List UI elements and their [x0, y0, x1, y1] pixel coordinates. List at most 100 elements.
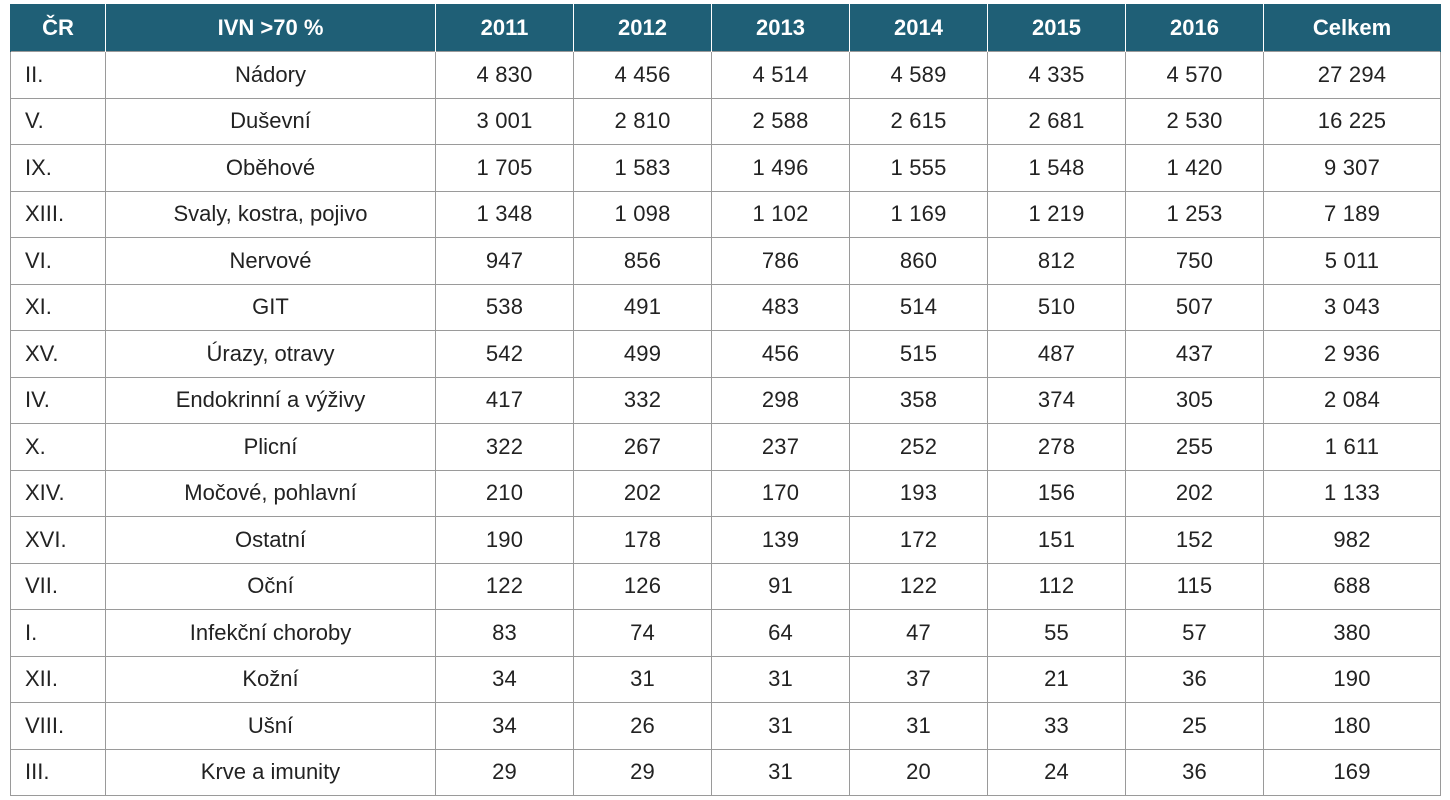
cell-2013: 786	[711, 237, 850, 285]
cell-diagnosis: Duševní	[105, 97, 436, 145]
cell-2013: 298	[711, 376, 850, 424]
cell-2015: 2 681	[987, 97, 1126, 145]
table-row: XIII. Svaly, kostra, pojivo 1 348 1 098 1 10…	[10, 190, 1441, 238]
cell-category: II.	[10, 51, 106, 99]
cell-category: I.	[10, 609, 106, 657]
cell-total: 1 611	[1263, 423, 1441, 471]
cell-2016: 115	[1125, 562, 1264, 610]
cell-2012: 1 098	[573, 190, 712, 238]
cell-2011: 417	[435, 376, 574, 424]
cell-2012: 126	[573, 562, 712, 610]
cell-2014: 515	[849, 330, 988, 378]
table-row: IV. Endokrinní a výživy 417 332 298 358 374 305…	[10, 376, 1441, 424]
cell-2015: 1 219	[987, 190, 1126, 238]
cell-diagnosis: Oční	[105, 562, 436, 610]
cell-total: 169	[1263, 748, 1441, 796]
cell-2014: 252	[849, 423, 988, 471]
cell-category: IX.	[10, 144, 106, 192]
cell-category: VI.	[10, 237, 106, 285]
cell-2014: 122	[849, 562, 988, 610]
cell-2013: 91	[711, 562, 850, 610]
cell-2012: 4 456	[573, 51, 712, 99]
cell-2014: 860	[849, 237, 988, 285]
cell-2014: 1 169	[849, 190, 988, 238]
cell-2012: 26	[573, 702, 712, 750]
cell-2011: 3 001	[435, 97, 574, 145]
cell-2012: 202	[573, 469, 712, 517]
cell-diagnosis: Svaly, kostra, pojivo	[105, 190, 436, 238]
cell-total: 9 307	[1263, 144, 1441, 192]
cell-2014: 47	[849, 609, 988, 657]
table-row: XIV. Močové, pohlavní 210 202 170 193 156 202 1 …	[10, 469, 1441, 517]
header-cell-diagnosis: IVN >70 %	[105, 4, 436, 52]
cell-2013: 1 496	[711, 144, 850, 192]
cell-2014: 37	[849, 655, 988, 703]
cell-2012: 267	[573, 423, 712, 471]
cell-2011: 538	[435, 283, 574, 331]
cell-total: 27 294	[1263, 51, 1441, 99]
cell-diagnosis: Nádory	[105, 51, 436, 99]
table-row: V. Duševní 3 001 2 810 2 588 2 615 2 681 2 530 1…	[10, 97, 1441, 145]
cell-2013: 237	[711, 423, 850, 471]
header-cell-2016: 2016	[1125, 4, 1264, 52]
table-row: I. Infekční choroby 83 74 64 47 55 57 380	[10, 609, 1441, 657]
cell-diagnosis: Krve a imunity	[105, 748, 436, 796]
cell-category: IV.	[10, 376, 106, 424]
cell-2014: 2 615	[849, 97, 988, 145]
table-row: XVI. Ostatní 190 178 139 172 151 152 982	[10, 516, 1441, 564]
cell-2015: 1 548	[987, 144, 1126, 192]
cell-2014: 31	[849, 702, 988, 750]
cell-2011: 122	[435, 562, 574, 610]
cell-2016: 4 570	[1125, 51, 1264, 99]
cell-2013: 170	[711, 469, 850, 517]
table-row: XII. Kožní 34 31 31 37 21 36 190	[10, 655, 1441, 703]
cell-diagnosis: Nervové	[105, 237, 436, 285]
table-row: X. Plicní 322 267 237 252 278 255 1 611	[10, 423, 1441, 471]
cell-2011: 34	[435, 702, 574, 750]
cell-2015: 4 335	[987, 51, 1126, 99]
cell-2013: 31	[711, 655, 850, 703]
cell-2015: 33	[987, 702, 1126, 750]
cell-2011: 542	[435, 330, 574, 378]
table-row: VI. Nervové 947 856 786 860 812 750 5 011	[10, 237, 1441, 285]
table-row: IX. Oběhové 1 705 1 583 1 496 1 555 1 548 1 420…	[10, 144, 1441, 192]
cell-2016: 152	[1125, 516, 1264, 564]
cell-category: III.	[10, 748, 106, 796]
table-header: ČR IVN >70 % 2011 2012 2013 2014 2015 20…	[10, 4, 1441, 52]
cell-2011: 1 705	[435, 144, 574, 192]
cell-2011: 4 830	[435, 51, 574, 99]
data-table: ČR IVN >70 % 2011 2012 2013 2014 2015 20…	[10, 4, 1441, 796]
cell-2015: 278	[987, 423, 1126, 471]
cell-2016: 255	[1125, 423, 1264, 471]
cell-2015: 374	[987, 376, 1126, 424]
cell-2012: 74	[573, 609, 712, 657]
cell-2016: 202	[1125, 469, 1264, 517]
cell-2016: 305	[1125, 376, 1264, 424]
cell-2012: 1 583	[573, 144, 712, 192]
cell-diagnosis: Oběhové	[105, 144, 436, 192]
cell-2011: 83	[435, 609, 574, 657]
cell-2015: 487	[987, 330, 1126, 378]
cell-2012: 332	[573, 376, 712, 424]
cell-2013: 31	[711, 702, 850, 750]
cell-diagnosis: Ostatní	[105, 516, 436, 564]
cell-2013: 31	[711, 748, 850, 796]
header-row: ČR IVN >70 % 2011 2012 2013 2014 2015 20…	[10, 4, 1441, 52]
cell-2016: 1 253	[1125, 190, 1264, 238]
cell-2015: 156	[987, 469, 1126, 517]
cell-total: 982	[1263, 516, 1441, 564]
cell-2015: 112	[987, 562, 1126, 610]
cell-2011: 210	[435, 469, 574, 517]
cell-total: 7 189	[1263, 190, 1441, 238]
cell-2012: 2 810	[573, 97, 712, 145]
header-cell-2013: 2013	[711, 4, 850, 52]
table-body: II. Nádory 4 830 4 456 4 514 4 589 4 335 4 570 2…	[10, 51, 1441, 796]
cell-2014: 20	[849, 748, 988, 796]
cell-2014: 358	[849, 376, 988, 424]
cell-2016: 507	[1125, 283, 1264, 331]
cell-total: 5 011	[1263, 237, 1441, 285]
cell-2014: 4 589	[849, 51, 988, 99]
cell-category: XV.	[10, 330, 106, 378]
cell-total: 380	[1263, 609, 1441, 657]
table-row: VII. Oční 122 126 91 122 112 115 688	[10, 562, 1441, 610]
